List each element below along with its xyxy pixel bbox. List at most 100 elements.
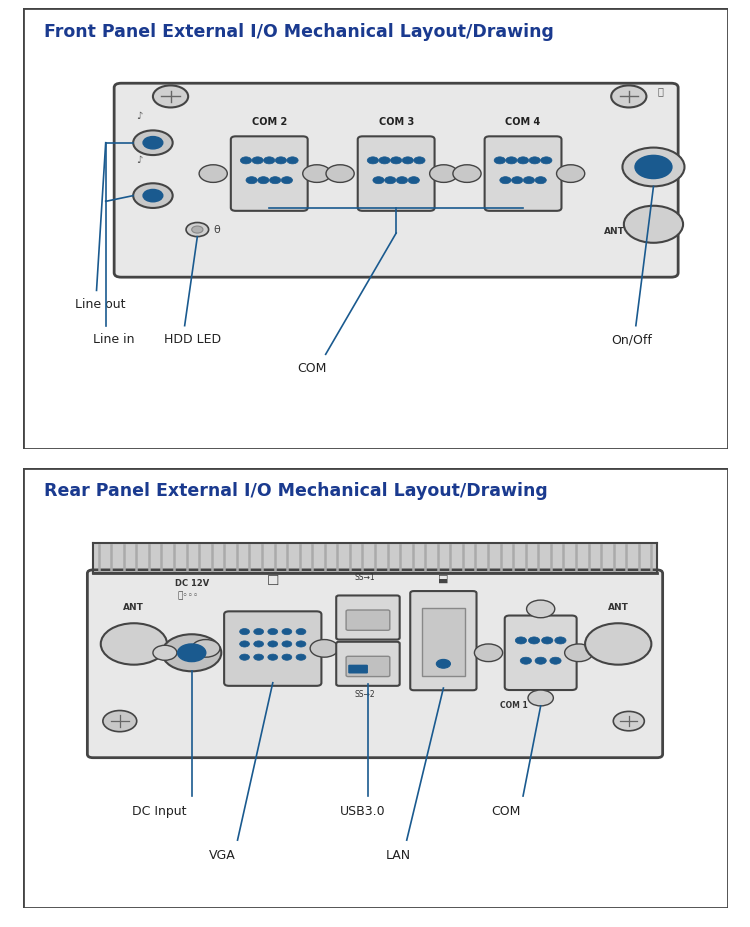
FancyBboxPatch shape — [358, 137, 434, 211]
FancyBboxPatch shape — [348, 665, 368, 674]
Text: COM: COM — [298, 362, 327, 375]
Text: Rear Panel External I/O Mechanical Layout/Drawing: Rear Panel External I/O Mechanical Layou… — [44, 481, 548, 500]
FancyBboxPatch shape — [484, 137, 562, 211]
Circle shape — [252, 158, 263, 165]
Circle shape — [192, 640, 220, 657]
Circle shape — [303, 166, 331, 184]
Circle shape — [535, 177, 546, 184]
Circle shape — [326, 166, 354, 184]
FancyBboxPatch shape — [22, 9, 728, 450]
Text: ANT: ANT — [604, 227, 625, 236]
Circle shape — [500, 177, 511, 184]
Circle shape — [453, 166, 481, 184]
Circle shape — [397, 177, 408, 184]
Text: ⭘◦◦◦: ⭘◦◦◦ — [178, 590, 199, 600]
Circle shape — [542, 637, 553, 644]
Circle shape — [391, 158, 402, 165]
Circle shape — [275, 158, 286, 165]
Circle shape — [622, 148, 685, 187]
Circle shape — [282, 654, 292, 661]
FancyBboxPatch shape — [505, 616, 577, 691]
Bar — [93, 543, 657, 574]
Text: SS→1: SS→1 — [354, 572, 375, 581]
Circle shape — [254, 654, 263, 661]
Circle shape — [379, 158, 390, 165]
Circle shape — [268, 629, 278, 635]
Circle shape — [402, 158, 413, 165]
Circle shape — [518, 158, 529, 165]
FancyBboxPatch shape — [346, 610, 390, 630]
Text: DC 12V: DC 12V — [175, 578, 208, 587]
Circle shape — [310, 640, 338, 657]
Text: COM: COM — [491, 804, 520, 817]
Circle shape — [254, 641, 263, 647]
Circle shape — [199, 166, 227, 184]
Text: COM 4: COM 4 — [506, 117, 541, 127]
Circle shape — [515, 637, 526, 644]
FancyBboxPatch shape — [22, 468, 728, 908]
Circle shape — [268, 641, 278, 647]
Circle shape — [430, 166, 457, 184]
Circle shape — [436, 660, 451, 668]
Text: ⏻: ⏻ — [658, 85, 664, 95]
Circle shape — [494, 158, 506, 165]
Circle shape — [153, 645, 177, 661]
Circle shape — [269, 177, 280, 184]
Circle shape — [614, 712, 644, 731]
Circle shape — [162, 635, 221, 671]
Text: ANT: ANT — [124, 603, 144, 611]
Circle shape — [282, 641, 292, 647]
Circle shape — [286, 158, 298, 165]
Circle shape — [529, 158, 540, 165]
Circle shape — [368, 158, 379, 165]
Circle shape — [100, 624, 167, 665]
Text: θ: θ — [213, 224, 220, 235]
FancyBboxPatch shape — [336, 596, 400, 640]
Circle shape — [281, 177, 292, 184]
Circle shape — [555, 637, 566, 644]
Text: Front Panel External I/O Mechanical Layout/Drawing: Front Panel External I/O Mechanical Layo… — [44, 22, 554, 41]
Text: ♪: ♪ — [136, 155, 142, 165]
Circle shape — [475, 644, 502, 662]
Text: COM 1: COM 1 — [500, 701, 528, 709]
FancyBboxPatch shape — [87, 570, 663, 758]
Circle shape — [153, 86, 188, 108]
Circle shape — [535, 657, 546, 665]
Circle shape — [143, 137, 163, 150]
Circle shape — [556, 166, 585, 184]
FancyBboxPatch shape — [410, 591, 476, 691]
FancyBboxPatch shape — [231, 137, 308, 211]
Circle shape — [529, 637, 540, 644]
Text: ♪: ♪ — [136, 111, 142, 121]
Text: DC Input: DC Input — [132, 804, 186, 817]
FancyBboxPatch shape — [346, 656, 390, 677]
FancyBboxPatch shape — [224, 612, 322, 686]
Circle shape — [585, 624, 651, 665]
Circle shape — [240, 654, 250, 661]
Text: ANT: ANT — [608, 603, 628, 611]
Text: Line out: Line out — [75, 298, 126, 311]
Circle shape — [134, 184, 172, 209]
FancyBboxPatch shape — [336, 642, 400, 686]
Text: On/Off: On/Off — [611, 333, 652, 346]
Text: Line in: Line in — [93, 333, 134, 346]
Circle shape — [408, 177, 419, 184]
Circle shape — [263, 158, 275, 165]
Circle shape — [134, 132, 172, 156]
Circle shape — [414, 158, 425, 165]
Circle shape — [282, 629, 292, 635]
Circle shape — [240, 629, 250, 635]
Circle shape — [240, 641, 250, 647]
Text: ☐: ☐ — [266, 574, 279, 588]
Circle shape — [143, 190, 163, 203]
Circle shape — [103, 711, 136, 732]
Circle shape — [541, 158, 552, 165]
Circle shape — [565, 644, 592, 662]
Circle shape — [246, 177, 257, 184]
Circle shape — [512, 177, 523, 184]
Circle shape — [373, 177, 384, 184]
Circle shape — [526, 601, 555, 618]
Circle shape — [611, 86, 646, 108]
FancyBboxPatch shape — [422, 608, 464, 677]
Circle shape — [192, 227, 203, 234]
